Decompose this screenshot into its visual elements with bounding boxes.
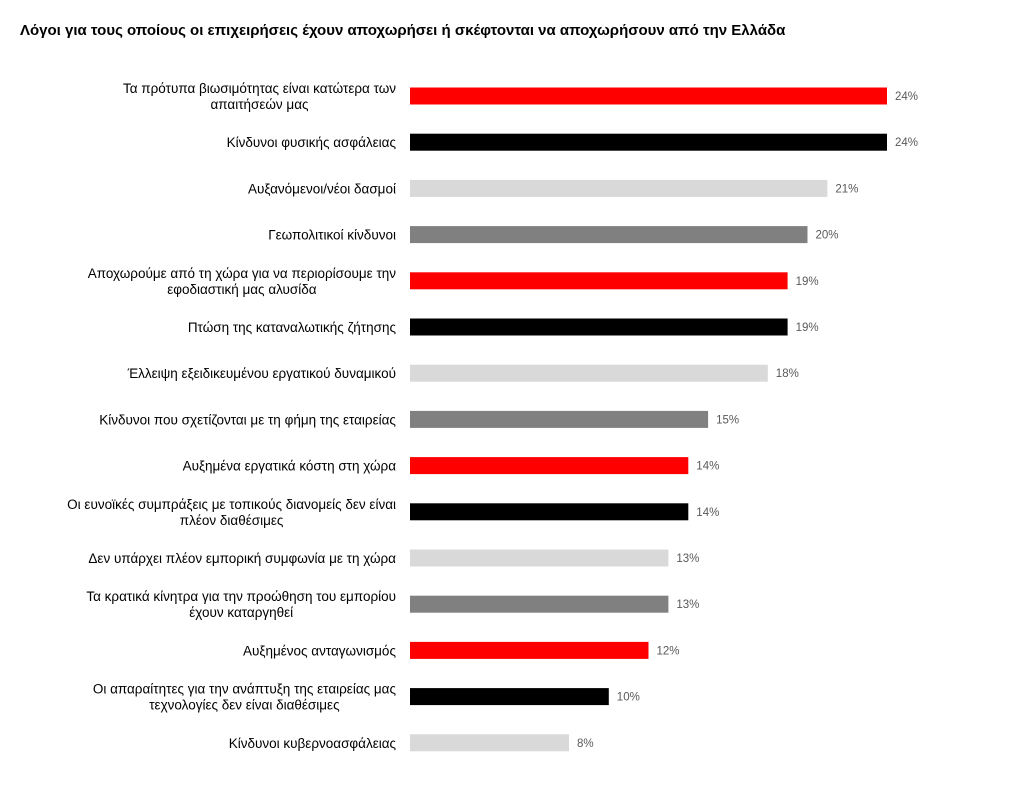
bar <box>410 318 788 336</box>
category-label: Αυξανόμενοι/νέοι δασμοί <box>248 181 396 196</box>
bar <box>410 503 689 521</box>
bar <box>410 549 669 567</box>
category-label: Τα πρότυπα βιωσιμότητας είναι κατώτερα τ… <box>123 81 396 96</box>
bar <box>410 688 609 706</box>
bar <box>410 226 808 244</box>
data-label: 8% <box>577 738 594 750</box>
data-label: 19% <box>796 322 819 334</box>
data-label: 19% <box>796 276 819 288</box>
bar <box>410 641 649 659</box>
category-label: τεχνολογίες δεν είναι διαθέσιμες <box>149 698 340 713</box>
category-label: Αυξημένα εργατικά κόστη στη χώρα <box>183 459 397 474</box>
bar <box>410 272 788 290</box>
data-label: 14% <box>696 507 719 519</box>
category-label: Οι απαραίτητες για την ανάπτυξη της εται… <box>93 682 397 697</box>
category-label: απαιτήσεών μας <box>210 97 309 112</box>
category-label: Οι ευνοϊκές συμπράξεις με τοπικούς διανο… <box>67 497 396 512</box>
data-label: 15% <box>716 414 739 426</box>
data-label: 13% <box>676 599 699 611</box>
category-label: Γεωπολιτικοί κίνδυνοι <box>268 228 396 243</box>
data-label: 21% <box>835 183 858 195</box>
data-label: 12% <box>657 645 680 657</box>
category-label: Αποχωρούμε από τη χώρα για να περιορίσου… <box>88 266 397 281</box>
data-label: 24% <box>895 137 918 149</box>
category-label: Κίνδυνοι κυβερνοασφάλειας <box>229 736 397 751</box>
category-label: πλέον διαθέσιμες <box>180 513 284 528</box>
bar <box>410 410 709 428</box>
category-label: Κίνδυνοι φυσικής ασφάλειας <box>227 135 397 150</box>
category-label: Δεν υπάρχει πλέον εμπορική συμφωνία με τ… <box>88 551 396 566</box>
bar <box>410 179 828 197</box>
bar <box>410 734 569 752</box>
data-label: 24% <box>895 91 918 103</box>
data-label: 14% <box>696 461 719 473</box>
bar <box>410 457 689 475</box>
bar <box>410 595 669 613</box>
data-label: 18% <box>776 368 799 380</box>
category-label: Κίνδυνοι που σχετίζονται με τη φήμη της … <box>99 412 396 427</box>
category-label: Έλλειψη εξειδικευμένου εργατικού δυναμικ… <box>127 366 396 381</box>
category-label: Πτώση της καταναλωτικής ζήτησης <box>188 320 397 335</box>
bar <box>410 364 768 382</box>
category-label: Τα κρατικά κίνητρα για την προώθηση του … <box>86 589 396 604</box>
bar <box>410 87 887 105</box>
category-label: Αυξημένος ανταγωνισμός <box>243 643 396 658</box>
data-label: 13% <box>676 553 699 565</box>
data-label: 20% <box>816 230 839 242</box>
category-label: εφοδιαστική μας αλυσίδα <box>167 282 317 297</box>
chart-title: Λόγοι για τους οποίους οι επιχειρήσεις έ… <box>20 22 786 39</box>
bar <box>410 133 887 151</box>
data-label: 10% <box>617 692 640 704</box>
category-label: έχουν καταργηθεί <box>189 605 293 620</box>
